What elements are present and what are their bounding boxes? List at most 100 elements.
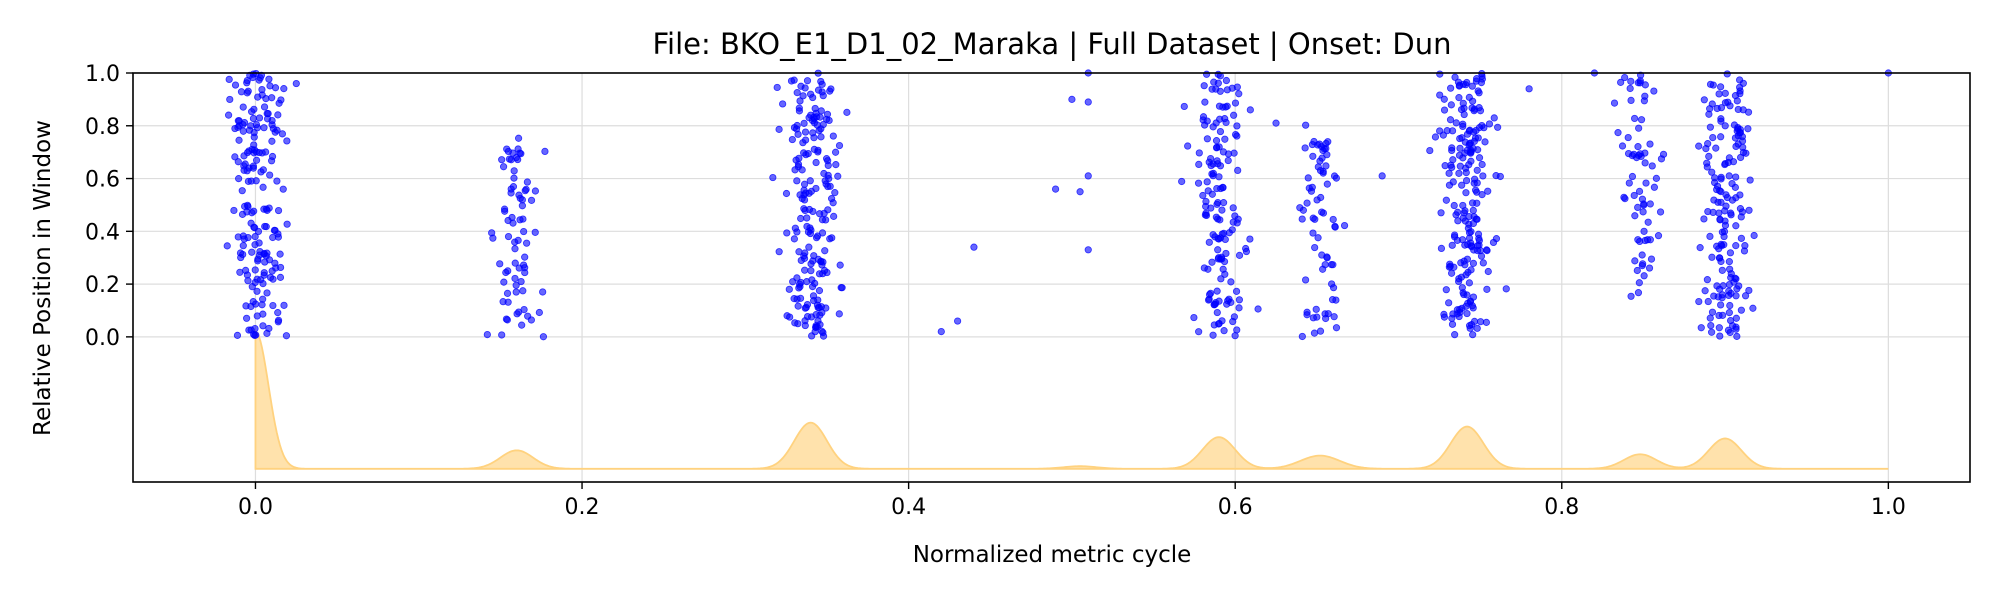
scatter-point [1639,260,1647,268]
scatter-point [1715,90,1723,98]
scatter-point [1445,299,1453,307]
scatter-point [793,121,801,130]
scatter-point [262,95,270,103]
scatter-point [1473,199,1481,207]
scatter-point [1309,214,1317,222]
scatter-point [1726,265,1734,273]
scatter-point [1219,199,1228,207]
scatter-point [1461,207,1469,215]
scatter-point [1650,87,1658,95]
scatter-point [1621,195,1629,203]
scatter-point [250,133,258,141]
scatter-point [1706,314,1714,322]
scatter-point [831,148,840,156]
scatter-point [775,248,783,256]
scatter-point [1628,152,1636,160]
scatter-point [269,124,277,133]
scatter-point [815,126,823,135]
scatter-point [1440,106,1449,114]
scatter-point [1712,144,1720,152]
scatter-point [828,234,836,242]
scatter-point [1465,322,1474,330]
scatter-point [1195,328,1203,336]
scatter-point [269,301,277,310]
scatter-point [1702,145,1710,153]
scatter-point [1502,285,1510,293]
scatter-point [521,253,529,261]
scatter-point [800,149,808,157]
scatter-point [954,317,962,325]
scatter-point [1458,181,1466,189]
scatter-point [268,94,276,102]
scatter-point [795,104,803,112]
scatter-point [539,333,548,341]
scatter-point [1215,143,1223,151]
scatter-point [488,229,496,237]
scatter-point [248,108,256,116]
scatter-point [1431,133,1440,141]
scatter-point [820,169,828,178]
scatter-point [1195,160,1203,169]
scatter-point [1621,73,1629,82]
scatter-point [1221,270,1229,278]
scatter-point [1437,244,1446,253]
scatter-point [269,233,277,242]
scatter-point [795,154,803,162]
scatter-point [1657,155,1666,163]
scatter-point [818,216,827,224]
scatter-point [517,277,525,286]
scatter-point [798,166,806,174]
scatter-point [234,233,242,241]
scatter-point [260,250,268,258]
scatter-point [1631,114,1639,123]
scatter-point [1648,162,1656,170]
scatter-point [1445,169,1453,177]
scatter-point [1695,297,1703,306]
scatter-point [1732,314,1740,322]
scatter-point [1618,142,1627,150]
scatter-point [1458,236,1467,244]
y-axis-ticks: 0.0 0.2 0.4 0.6 0.8 1.0 [85,62,133,351]
scatter-point [1474,146,1482,154]
scatter-point [260,103,269,111]
scatter-point [783,312,791,320]
scatter-point [1746,176,1754,184]
scatter-point [807,90,815,98]
scatter-point [517,150,525,158]
scatter-point [806,224,814,232]
scatter-point [829,132,837,140]
scatter-point [810,134,818,142]
scatter-point [1246,235,1254,243]
scatter-point [1328,280,1336,288]
scatter-point [800,191,808,199]
scatter-point [1734,105,1742,114]
scatter-point [226,95,234,104]
scatter-point [815,270,824,278]
scatter-point [807,267,815,275]
scatter-point [819,258,827,266]
scatter-point [803,77,812,85]
scatter-point [1494,123,1502,131]
scatter-point [541,147,549,156]
scatter-point [1723,193,1731,202]
scatter-point [1720,232,1728,241]
plot-frame [132,72,1971,483]
x-tick-label: 1.0 [1871,495,1906,520]
scatter-point [820,209,828,217]
scatter-point [276,273,285,281]
scatter-point [1213,200,1221,208]
scatter-point [1227,278,1235,286]
scatter-point [1640,200,1648,208]
scatter-point [1233,83,1241,91]
scatter-point [1459,289,1467,297]
scatter-point [1232,287,1241,295]
scatter-point [1205,295,1213,303]
scatter-point [238,187,246,195]
scatter-point [512,288,520,296]
scatter-point [788,135,796,144]
scatter-point [498,156,506,164]
scatter-point [1750,231,1758,240]
scatter-point [1302,121,1310,129]
scatter-point [259,183,267,191]
scatter-point [1705,152,1713,160]
